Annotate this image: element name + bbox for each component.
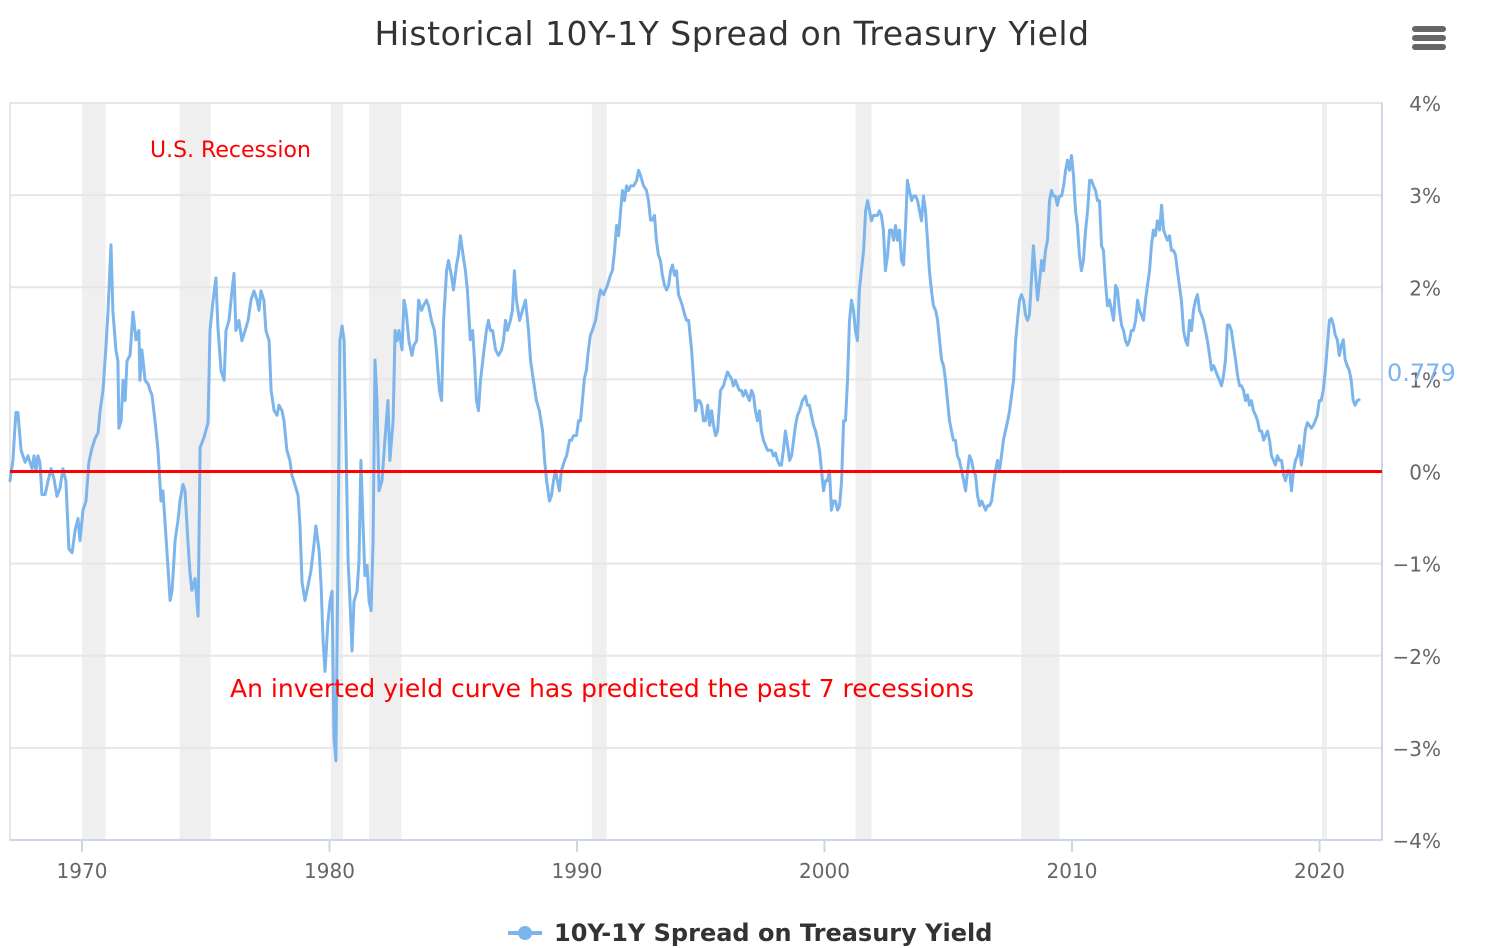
- x-tick-label: 1990: [552, 859, 603, 883]
- chart-context-menu-button[interactable]: [1412, 26, 1448, 56]
- legend-series-marker-icon: [508, 923, 542, 943]
- chart-title: Historical 10Y-1Y Spread on Treasury Yie…: [374, 14, 1090, 53]
- legend-item[interactable]: 10Y-1Y Spread on Treasury Yield: [508, 918, 992, 948]
- last-value-label: 0.779: [1387, 359, 1456, 387]
- hamburger-menu-icon-bar: [1412, 44, 1446, 50]
- hamburger-menu-icon: [1412, 26, 1446, 32]
- y-axis: 4% 3% 2% 1% 0% −1% −2% −3% −4%: [1393, 92, 1442, 853]
- y-tick-label: 0%: [1409, 461, 1441, 485]
- recession-label: U.S. Recession: [150, 138, 311, 163]
- y-tick-label: 2%: [1409, 276, 1441, 300]
- x-tick-label: 1970: [57, 859, 108, 883]
- x-tick-label: 2000: [799, 859, 850, 883]
- y-tick-label: −3%: [1393, 737, 1442, 761]
- y-tick-label: −2%: [1393, 645, 1442, 669]
- series-line-10y-1y-spread[interactable]: [8, 154, 1361, 763]
- y-tick-label: 1%: [1409, 368, 1441, 392]
- inversion-annotation: An inverted yield curve has predicted th…: [230, 674, 974, 703]
- x-axis: 1970 1980 1990 2000 2010 2020: [57, 840, 1345, 883]
- x-tick-label: 2010: [1047, 859, 1098, 883]
- y-tick-label: −1%: [1393, 553, 1442, 577]
- y-tick-label: −4%: [1393, 829, 1442, 853]
- y-tick-label: 4%: [1409, 92, 1441, 116]
- y-tick-label: 3%: [1409, 184, 1441, 208]
- x-tick-label: 2020: [1294, 859, 1345, 883]
- hamburger-menu-icon-bar: [1412, 35, 1446, 41]
- legend-label: 10Y-1Y Spread on Treasury Yield: [554, 919, 993, 947]
- x-tick-label: 1980: [304, 859, 355, 883]
